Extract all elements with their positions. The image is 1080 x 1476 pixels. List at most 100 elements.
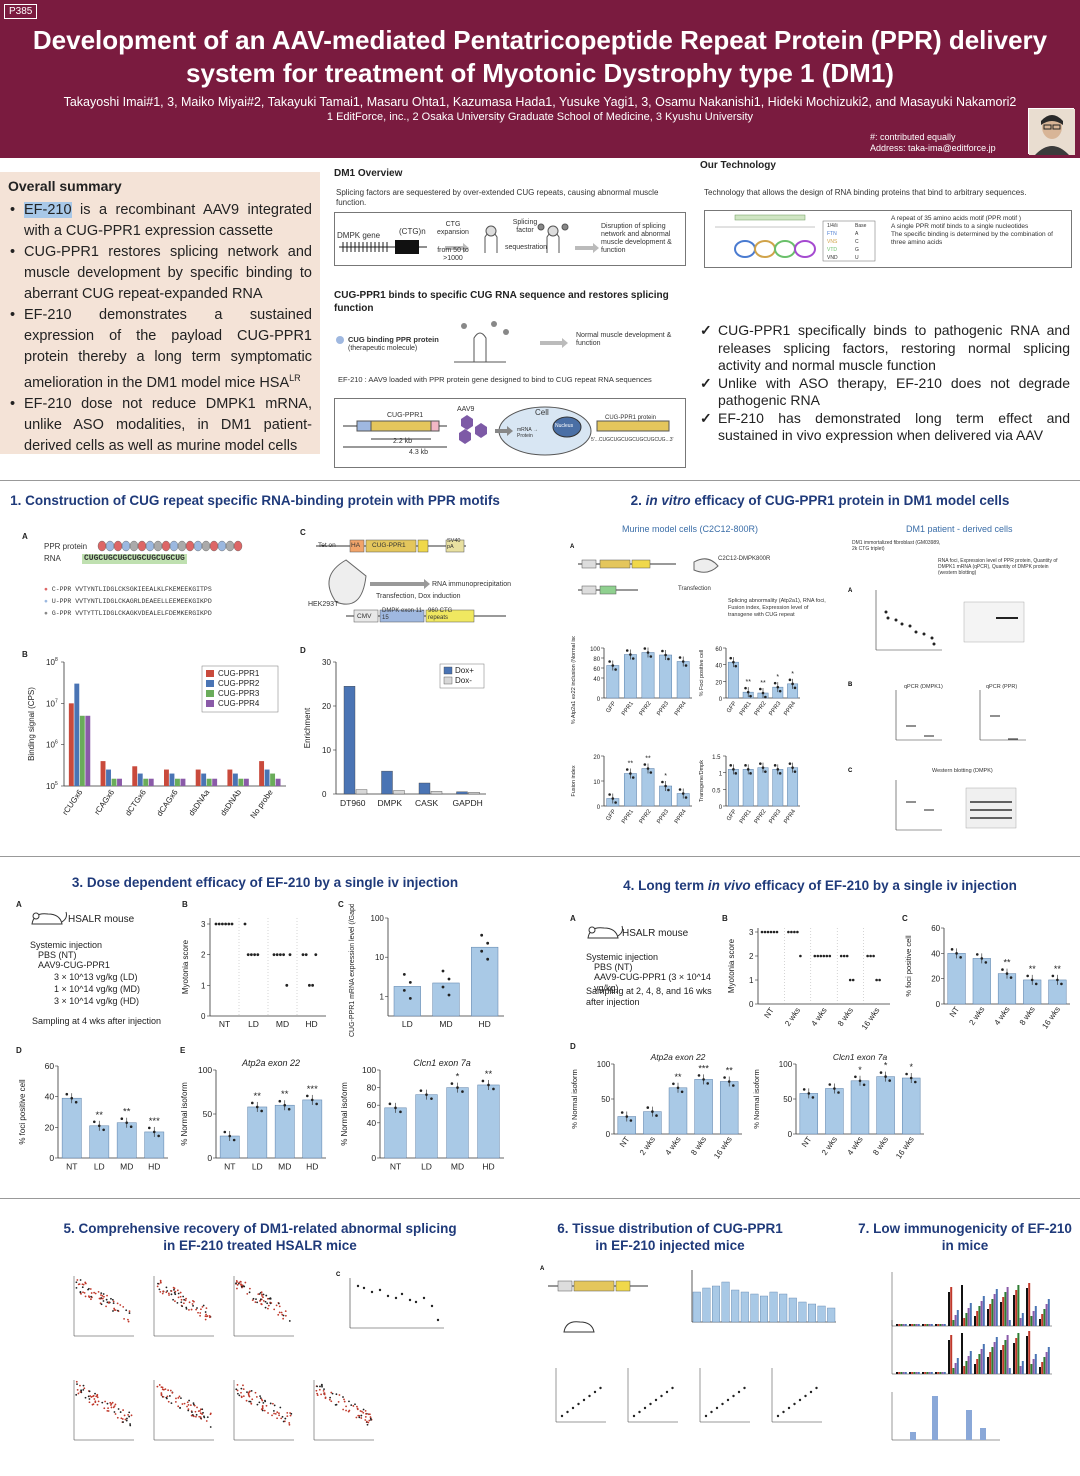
data-point xyxy=(185,1297,187,1300)
data-point xyxy=(173,1287,176,1290)
data-point xyxy=(324,1397,327,1400)
data-point xyxy=(209,1413,212,1416)
bar xyxy=(1026,1336,1028,1374)
data-point xyxy=(92,1394,95,1397)
data-point xyxy=(276,1411,279,1414)
data-point xyxy=(126,1417,128,1420)
data-point xyxy=(236,1284,239,1286)
ppr-protein-label: PPR protein xyxy=(44,542,88,551)
tick-label: *** xyxy=(698,1063,709,1073)
data-point xyxy=(114,1309,117,1312)
bar xyxy=(731,1289,740,1323)
data-point xyxy=(348,1409,351,1412)
data-point xyxy=(259,1298,262,1301)
data-point xyxy=(235,1388,238,1391)
normal-muscle-label: Normal muscle development & function xyxy=(576,332,672,347)
atp2a-chart-s4: 0 50 100 % Normal isoform Atp2a exon 22 NT 2 w… xyxy=(570,1046,750,1180)
data-point xyxy=(279,1406,282,1409)
svg-text:A: A xyxy=(855,231,859,237)
svg-text:C: C xyxy=(848,768,853,774)
data-point xyxy=(282,1314,285,1317)
hd-label: 3 × 10^14 vg/kg (HD) xyxy=(54,996,140,1006)
data-point xyxy=(649,771,653,774)
data-point xyxy=(629,653,632,656)
data-point xyxy=(95,1395,98,1398)
mouse-label: HSALR mouse xyxy=(68,914,135,925)
tick-label: 0.5 xyxy=(712,788,721,794)
data-point xyxy=(282,1317,285,1320)
bar xyxy=(1021,1361,1024,1374)
fusion-index-chart: 0 10 20 Fusion index GFP ** PPR1 ** PPR2 * PPR3 PPR… xyxy=(568,744,698,840)
data-point xyxy=(171,1391,174,1394)
summary-list: EF-210 is a recombinant AAV9 integrated … xyxy=(8,200,312,457)
data-point xyxy=(629,772,632,775)
tick-label: HD xyxy=(148,1162,160,1172)
data-point xyxy=(177,1292,180,1295)
data-point xyxy=(246,1292,249,1295)
tick-label: 2 xyxy=(201,951,206,960)
data-point xyxy=(275,953,279,957)
bar xyxy=(913,1324,916,1326)
bar xyxy=(1047,1299,1050,1326)
data-point xyxy=(187,1409,190,1412)
tick-label: 2 wks xyxy=(967,1005,986,1027)
data-point xyxy=(772,930,776,934)
tick-label: 8 wks xyxy=(689,1135,708,1157)
tick-label: 4 wks xyxy=(846,1135,865,1157)
data-point xyxy=(278,1099,282,1103)
panel-label: A xyxy=(570,914,576,923)
data-point xyxy=(776,685,780,689)
data-point xyxy=(201,1408,204,1411)
tick-label: PPR4 xyxy=(783,700,797,717)
legend-swatch xyxy=(443,676,453,685)
bar xyxy=(274,1104,295,1159)
data-point xyxy=(251,1398,254,1401)
bar xyxy=(909,1372,911,1374)
data-point xyxy=(593,1390,597,1394)
bar xyxy=(175,778,180,786)
data-point xyxy=(251,1299,254,1302)
patient-cells-panels: DM1 immortalized fibroblast (GM03989, 2k… xyxy=(846,540,1076,846)
tick-label: HD xyxy=(482,1162,494,1172)
tick-label: LD xyxy=(248,1019,259,1029)
data-point xyxy=(759,762,762,765)
bar xyxy=(85,715,91,786)
bar xyxy=(247,1106,268,1159)
data-point xyxy=(125,1121,129,1125)
transgene-chart: 0 0.5 1 1.5 Transgene/Dmpk GFP PPR1 PPR2 PPR3 PPR… xyxy=(696,744,806,840)
data-point xyxy=(279,953,282,957)
data-point xyxy=(315,1102,318,1106)
data-point xyxy=(87,1287,90,1290)
data-point xyxy=(273,1412,275,1415)
tick-label: CUG-PPR2 xyxy=(218,679,260,688)
data-point xyxy=(112,1310,114,1312)
data-point xyxy=(116,1416,119,1419)
data-point xyxy=(125,1309,128,1312)
bar xyxy=(74,683,80,786)
data-point xyxy=(796,930,799,934)
data-point xyxy=(480,933,484,937)
data-point xyxy=(566,1410,569,1414)
data-point xyxy=(195,1415,197,1418)
data-point xyxy=(262,1296,264,1299)
data-point xyxy=(837,1091,840,1094)
bar xyxy=(477,1084,500,1159)
bar xyxy=(206,778,212,786)
data-point xyxy=(285,983,289,987)
data-point xyxy=(731,1084,735,1087)
tissue-bar-chart xyxy=(664,1262,842,1362)
data-point xyxy=(629,1119,633,1122)
bar xyxy=(995,1289,998,1326)
data-point xyxy=(180,1301,183,1304)
data-point xyxy=(240,1391,242,1394)
data-point xyxy=(161,1386,164,1389)
data-point xyxy=(271,1402,274,1405)
data-point xyxy=(243,1285,246,1288)
axis-label: Transgene/Dmpk xyxy=(699,760,705,802)
tick-label: 1 xyxy=(380,992,385,1001)
data-point xyxy=(127,1318,129,1321)
data-point xyxy=(704,1414,708,1418)
data-point xyxy=(289,1414,292,1417)
data-point xyxy=(223,1130,227,1134)
data-point xyxy=(582,1398,586,1402)
